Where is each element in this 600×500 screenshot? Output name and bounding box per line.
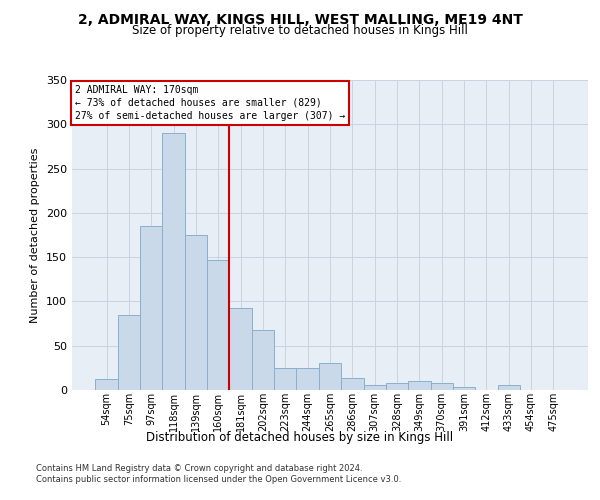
Bar bbox=[296, 368, 319, 390]
Bar bbox=[364, 384, 386, 390]
Bar bbox=[185, 235, 207, 390]
Text: 2 ADMIRAL WAY: 170sqm
← 73% of detached houses are smaller (829)
27% of semi-det: 2 ADMIRAL WAY: 170sqm ← 73% of detached … bbox=[74, 84, 345, 121]
Text: Distribution of detached houses by size in Kings Hill: Distribution of detached houses by size … bbox=[146, 431, 454, 444]
Y-axis label: Number of detached properties: Number of detached properties bbox=[31, 148, 40, 322]
Bar bbox=[386, 383, 408, 390]
Bar bbox=[118, 314, 140, 390]
Bar bbox=[408, 381, 431, 390]
Bar bbox=[229, 308, 252, 390]
Bar bbox=[453, 388, 475, 390]
Bar bbox=[319, 364, 341, 390]
Bar bbox=[252, 330, 274, 390]
Bar bbox=[163, 133, 185, 390]
Bar bbox=[497, 384, 520, 390]
Text: 2, ADMIRAL WAY, KINGS HILL, WEST MALLING, ME19 4NT: 2, ADMIRAL WAY, KINGS HILL, WEST MALLING… bbox=[77, 12, 523, 26]
Text: Contains HM Land Registry data © Crown copyright and database right 2024.: Contains HM Land Registry data © Crown c… bbox=[36, 464, 362, 473]
Bar bbox=[140, 226, 163, 390]
Bar bbox=[274, 368, 296, 390]
Bar bbox=[341, 378, 364, 390]
Bar bbox=[431, 383, 453, 390]
Bar bbox=[207, 260, 229, 390]
Bar bbox=[95, 380, 118, 390]
Text: Contains public sector information licensed under the Open Government Licence v3: Contains public sector information licen… bbox=[36, 475, 401, 484]
Text: Size of property relative to detached houses in Kings Hill: Size of property relative to detached ho… bbox=[132, 24, 468, 37]
